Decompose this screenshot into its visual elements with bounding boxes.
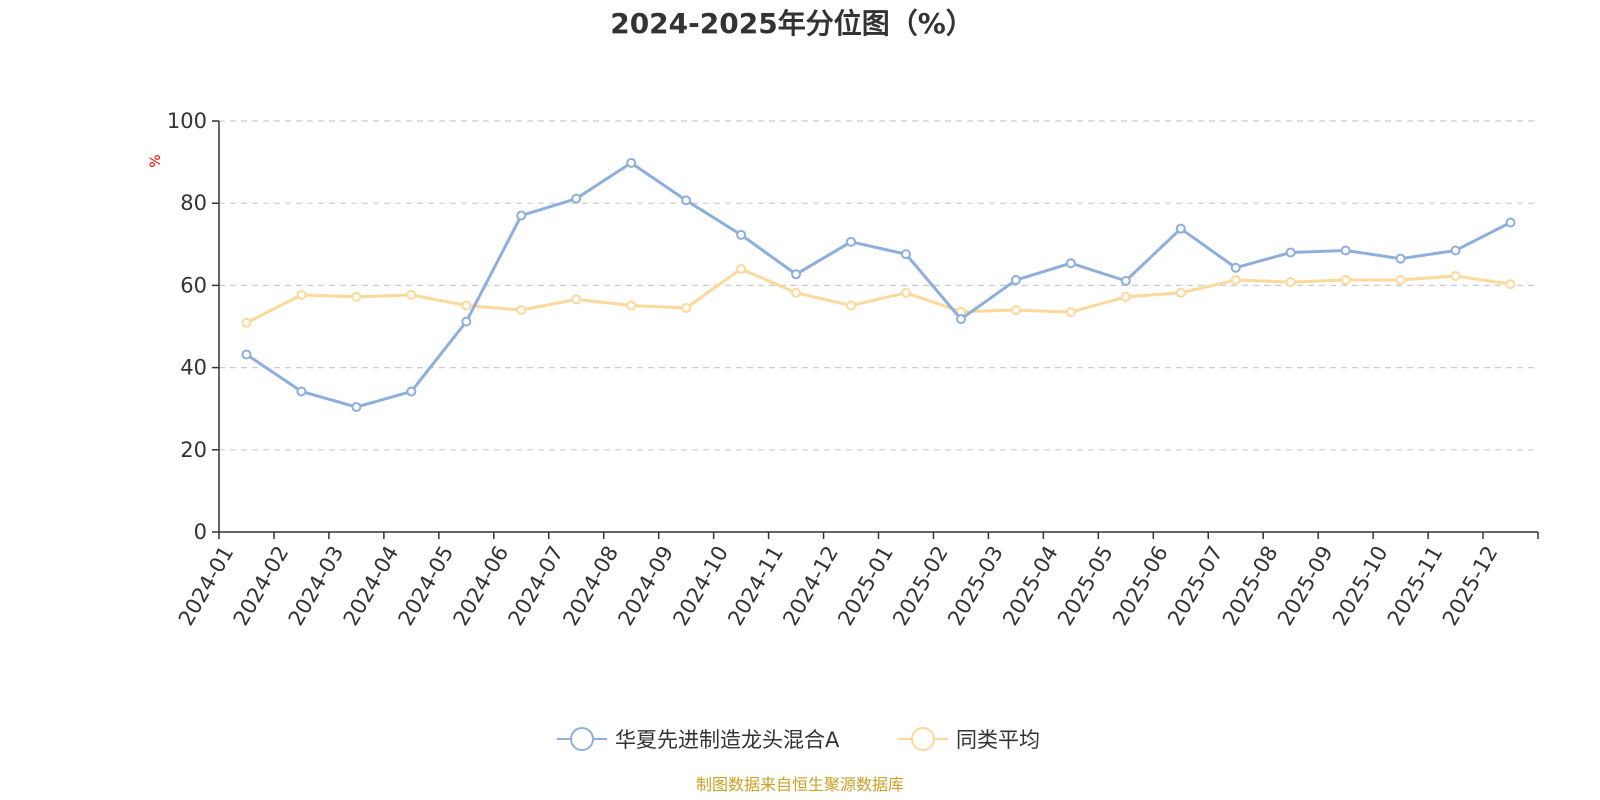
- data-point: [1285, 277, 1296, 288]
- data-point: [406, 289, 417, 300]
- legend[interactable]: 华夏先进制造龙头混合A 同类平均: [557, 727, 1040, 752]
- y-axis-unit-label: %: [148, 154, 164, 167]
- data-point: [736, 229, 747, 240]
- data-point: [1175, 287, 1186, 298]
- data-point: [1010, 305, 1021, 316]
- data-point: [296, 386, 307, 397]
- data-point: [1120, 275, 1131, 286]
- legend-marker-icon: [570, 727, 594, 751]
- y-tick-label: 40: [180, 356, 207, 380]
- y-tick-label: 20: [180, 438, 207, 462]
- data-point: [955, 314, 966, 325]
- data-point: [1065, 307, 1076, 318]
- data-point: [1230, 262, 1241, 273]
- data-point: [626, 157, 637, 168]
- data-point: [1230, 275, 1241, 286]
- legend-item-0[interactable]: 华夏先进制造龙头混合A: [557, 727, 840, 752]
- series-0: [241, 157, 1516, 413]
- data-point: [736, 263, 747, 274]
- data-point: [571, 193, 582, 204]
- data-point: [1395, 275, 1406, 286]
- data-point: [516, 210, 527, 221]
- data-point: [241, 349, 252, 360]
- data-point: [900, 287, 911, 298]
- data-point: [900, 249, 911, 260]
- grid: [219, 120, 1538, 451]
- data-point: [1395, 253, 1406, 264]
- legend-label: 同类平均: [956, 728, 1040, 752]
- series-line: [245, 267, 1511, 325]
- axes: 0204060801002024-012024-022024-032024-04…: [167, 109, 1539, 630]
- data-point: [1120, 291, 1131, 302]
- data-point: [1505, 279, 1516, 290]
- data-point: [846, 236, 857, 247]
- data-point: [681, 303, 692, 314]
- legend-marker-icon: [911, 727, 935, 751]
- data-point: [1340, 245, 1351, 256]
- data-point: [1175, 223, 1186, 234]
- legend-label: 华夏先进制造龙头混合A: [615, 728, 840, 752]
- data-point: [516, 305, 527, 316]
- x-tick-label: 2025-12: [1438, 542, 1503, 630]
- series-1: [241, 263, 1516, 328]
- data-point: [846, 300, 857, 311]
- data-point: [1065, 258, 1076, 269]
- legend-item-1[interactable]: 同类平均: [898, 727, 1040, 752]
- y-tick-label: 0: [194, 520, 207, 544]
- data-point: [1285, 247, 1296, 258]
- y-tick-label: 80: [180, 191, 207, 215]
- series-layer: [241, 157, 1516, 413]
- chart-title: 2024-2025年分位图（%）: [610, 7, 974, 40]
- data-point: [296, 289, 307, 300]
- data-point: [1340, 275, 1351, 286]
- data-point: [681, 195, 692, 206]
- data-point: [626, 300, 637, 311]
- data-point: [241, 317, 252, 328]
- data-point: [571, 294, 582, 305]
- data-point: [406, 386, 417, 397]
- data-point: [791, 269, 802, 280]
- data-point: [461, 316, 472, 327]
- source-text: 制图数据来自恒生聚源数据库: [696, 775, 904, 794]
- data-point: [1450, 270, 1461, 281]
- data-point: [791, 287, 802, 298]
- y-tick-label: 60: [180, 273, 207, 297]
- data-point: [1450, 245, 1461, 256]
- series-line: [245, 161, 1512, 409]
- data-point: [1505, 217, 1516, 228]
- data-point: [1010, 275, 1021, 286]
- data-point: [351, 291, 362, 302]
- y-tick-label: 100: [167, 109, 207, 133]
- data-point: [351, 402, 362, 413]
- data-point: [461, 300, 472, 311]
